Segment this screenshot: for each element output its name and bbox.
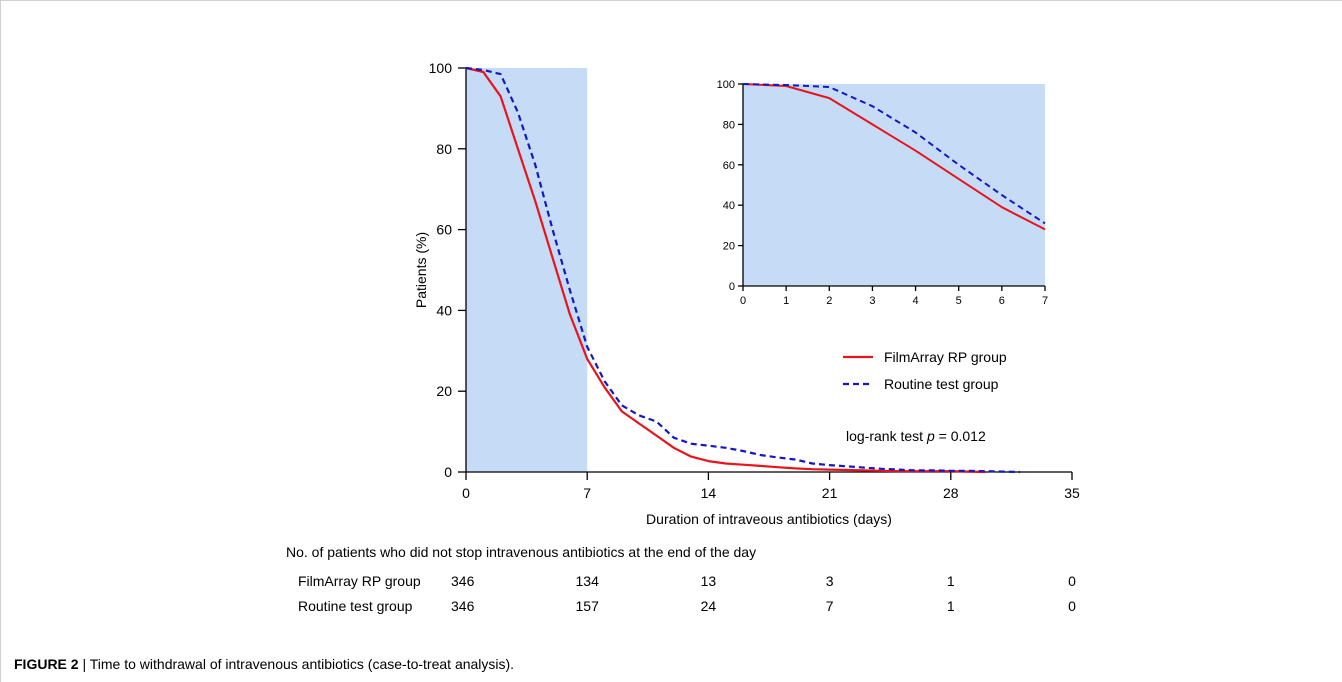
inset-plot: 0 1 2 3 4 5 6 7 0 20 40 60 80 100 xyxy=(717,79,1048,307)
risk-cell: 157 xyxy=(576,598,600,614)
risk-cell: 134 xyxy=(576,573,600,589)
legend-label: Routine test group xyxy=(884,376,999,392)
risk-cell: 3 xyxy=(826,573,834,589)
risk-row-label: Routine test group xyxy=(298,598,413,614)
risk-row-label: FilmArray RP group xyxy=(298,573,421,589)
inset-x-tick-label: 5 xyxy=(956,295,962,307)
y-tick-label: 80 xyxy=(436,141,452,157)
number-at-risk-table: No. of patients who did not stop intrave… xyxy=(286,544,1076,614)
inset-y-tick-label: 80 xyxy=(723,119,735,131)
inset-x-tick-label: 3 xyxy=(869,295,875,307)
annotation-p: p xyxy=(926,428,935,444)
risk-cell: 346 xyxy=(451,573,475,589)
y-axis-title: Patients (%) xyxy=(413,232,429,308)
inset-x-tick-label: 2 xyxy=(826,295,832,307)
risk-cell: 24 xyxy=(701,598,717,614)
inset-background xyxy=(743,84,1045,286)
inset-x-tick-label: 0 xyxy=(740,295,746,307)
inset-y-tick-label: 0 xyxy=(729,281,735,293)
risk-cell: 0 xyxy=(1068,598,1076,614)
logrank-annotation: log-rank test p = 0.012 xyxy=(846,428,986,444)
figure-caption: FIGURE 2 | Time to withdrawal of intrave… xyxy=(14,655,514,673)
y-tick-label: 40 xyxy=(436,302,452,318)
x-tick-label: 35 xyxy=(1064,485,1080,501)
y-tick-label: 0 xyxy=(444,464,452,480)
annotation-prefix: log-rank test xyxy=(846,428,927,444)
legend-label: FilmArray RP group xyxy=(884,349,1007,365)
risk-cell: 7 xyxy=(826,598,834,614)
x-tick-label: 7 xyxy=(583,485,591,501)
inset-x-tick-label: 1 xyxy=(783,295,789,307)
inset-y-tick-label: 20 xyxy=(723,241,735,253)
x-tick-label: 14 xyxy=(701,485,717,501)
risk-cell: 346 xyxy=(451,598,475,614)
x-tick-label: 0 xyxy=(462,485,470,501)
x-tick-label: 28 xyxy=(943,485,959,501)
risk-cell: 13 xyxy=(701,573,717,589)
inset-x-tick-label: 4 xyxy=(913,295,919,307)
caption-separator: | xyxy=(82,656,87,672)
annotation-value: = 0.012 xyxy=(935,428,986,444)
caption-label: FIGURE 2 xyxy=(14,656,79,672)
series-line xyxy=(465,66,1021,474)
inset-series-line xyxy=(742,83,1046,231)
risk-table-title: No. of patients who did not stop intrave… xyxy=(286,544,756,560)
annotation: log-rank test p = 0.012 xyxy=(846,428,986,444)
inset-y-tick-label: 100 xyxy=(717,79,735,91)
y-tick-label: 60 xyxy=(436,222,452,238)
series-line xyxy=(465,66,986,474)
inset-x-tick-label: 7 xyxy=(1042,295,1048,307)
y-tick-label: 20 xyxy=(436,383,452,399)
x-tick-label: 21 xyxy=(822,485,838,501)
inset-y-tick-label: 60 xyxy=(723,160,735,172)
caption-text: Time to withdrawal of intravenous antibi… xyxy=(89,656,515,672)
legend: FilmArray RP group Routine test group xyxy=(843,349,1007,392)
risk-cell: 0 xyxy=(1068,573,1076,589)
risk-cell: 1 xyxy=(947,598,955,614)
inset-x-tick-label: 6 xyxy=(999,295,1005,307)
inset-series-line xyxy=(742,83,1046,225)
y-tick-label: 100 xyxy=(429,60,453,76)
inset-y-tick-label: 40 xyxy=(723,200,735,212)
shaded-region xyxy=(466,68,588,472)
risk-cell: 1 xyxy=(947,573,955,589)
x-axis-title: Duration of intraveous antibiotics (days… xyxy=(646,511,892,527)
